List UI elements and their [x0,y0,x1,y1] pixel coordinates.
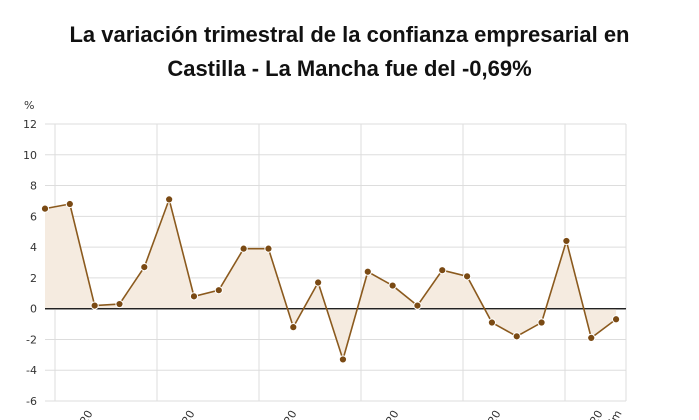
x-tick-label: 20 [587,408,605,420]
data-point [65,199,74,209]
y-tick-label: -6 [26,395,37,408]
series-line [44,196,617,363]
data-point [562,236,571,246]
x-tick-label: 20 [281,408,299,420]
data-point [487,318,497,327]
y-axis-label: % [24,99,35,112]
data-point [587,333,596,343]
chart-title-line-1: La variación trimestral de la confianza … [69,22,630,47]
data-point [115,299,124,309]
data-point [338,355,348,364]
area-fill [45,199,617,360]
data-point [90,301,99,310]
data-point [388,281,397,290]
y-tick-label: 4 [30,241,37,254]
data-point [363,267,372,276]
data-point [611,315,621,324]
data-point [289,323,298,332]
chart-title: La variación trimestral de la confianza … [0,18,699,86]
data-point [165,195,174,204]
data-point [239,244,248,253]
data-point [314,278,323,287]
y-tick-label: 8 [30,180,37,193]
data-point [40,204,50,213]
data-point [140,263,149,272]
y-tick-label: 2 [30,272,37,285]
y-tick-label: -2 [26,333,37,346]
x-tick-label: 20 [485,408,503,420]
data-point [413,301,422,310]
data-point [438,266,447,275]
y-tick-label: 10 [23,149,37,162]
x-tick-label: 20 [77,408,95,420]
y-tick-label: 0 [30,303,37,316]
y-tick-label: 6 [30,210,37,223]
x-tick-label: 20 [383,408,401,420]
chart-title-line-2: Castilla - La Mancha fue del -0,69% [167,56,532,81]
y-tick-label: 12 [23,118,37,131]
data-point [537,318,546,327]
data-point [264,244,273,253]
x-tick-label: 20 [179,408,197,420]
data-point [512,332,521,341]
y-tick-label: -4 [26,364,37,377]
data-point [189,292,199,301]
data-point [462,272,472,281]
data-point [214,286,223,295]
